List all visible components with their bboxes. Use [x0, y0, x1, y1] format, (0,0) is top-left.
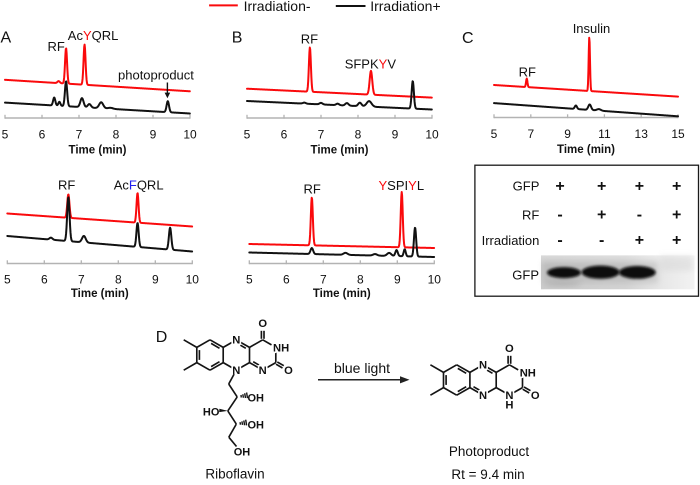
- svg-text:Time (min): Time (min): [311, 145, 369, 157]
- svg-text:7: 7: [320, 273, 327, 287]
- svg-text:photoproduct: photoproduct: [118, 68, 194, 83]
- svg-text:N: N: [259, 365, 267, 377]
- svg-text:8: 8: [355, 128, 362, 142]
- svg-text:N: N: [479, 390, 487, 402]
- svg-text:Irradiation: Irradiation: [482, 233, 540, 248]
- svg-text:6: 6: [283, 273, 290, 287]
- svg-text:5: 5: [2, 128, 9, 142]
- svg-text:-: -: [557, 232, 562, 249]
- svg-text:O: O: [505, 343, 514, 355]
- svg-text:13: 13: [635, 127, 649, 141]
- svg-text:YSPIYL: YSPIYL: [379, 178, 425, 193]
- svg-text:RF: RF: [304, 182, 321, 197]
- svg-text:+: +: [555, 178, 564, 195]
- svg-text:+: +: [672, 232, 681, 249]
- svg-text:+: +: [635, 232, 644, 249]
- svg-text:SFPKYV: SFPKYV: [345, 56, 397, 71]
- svg-text:OH: OH: [248, 420, 265, 432]
- svg-text:GFP: GFP: [512, 267, 539, 282]
- svg-text:C: C: [462, 30, 474, 47]
- svg-text:8: 8: [357, 273, 364, 287]
- svg-text:NH: NH: [520, 367, 536, 379]
- svg-text:O: O: [531, 390, 540, 402]
- svg-text:-: -: [637, 206, 642, 223]
- svg-text:9: 9: [152, 273, 159, 287]
- svg-text:GFP: GFP: [513, 179, 540, 194]
- svg-text:Time (min): Time (min): [69, 145, 127, 157]
- svg-text:O: O: [284, 365, 293, 377]
- svg-text:+: +: [597, 178, 606, 195]
- svg-text:6: 6: [39, 128, 46, 142]
- svg-text:9: 9: [150, 128, 157, 142]
- svg-text:+: +: [672, 178, 681, 195]
- svg-text:Time (min): Time (min): [557, 144, 615, 156]
- svg-text:Rt = 9.4 min: Rt = 9.4 min: [451, 467, 524, 480]
- svg-text:9: 9: [394, 273, 401, 287]
- svg-text:OH: OH: [234, 447, 251, 459]
- svg-text:O: O: [258, 318, 267, 330]
- svg-text:RF: RF: [522, 207, 539, 222]
- svg-text:N: N: [479, 360, 487, 372]
- svg-text:blue light: blue light: [334, 360, 390, 376]
- svg-text:5: 5: [246, 273, 253, 287]
- svg-text:9: 9: [564, 127, 571, 141]
- svg-text:5: 5: [4, 273, 11, 287]
- svg-text:10: 10: [186, 273, 200, 287]
- svg-text:HO: HO: [203, 407, 220, 419]
- svg-text:11: 11: [598, 127, 611, 141]
- svg-text:-: -: [557, 206, 562, 223]
- svg-text:Time (min): Time (min): [71, 288, 129, 300]
- svg-text:7: 7: [76, 128, 83, 142]
- svg-text:RF: RF: [301, 31, 318, 46]
- svg-text:7: 7: [78, 273, 85, 287]
- svg-text:Riboflavin: Riboflavin: [205, 467, 264, 481]
- svg-text:10: 10: [183, 128, 197, 142]
- svg-text:7: 7: [527, 127, 534, 141]
- svg-text:5: 5: [491, 127, 498, 141]
- svg-text:6: 6: [281, 128, 288, 142]
- svg-text:5: 5: [244, 128, 251, 142]
- svg-text:+: +: [635, 178, 644, 195]
- svg-text:AcFQRL: AcFQRL: [114, 178, 164, 193]
- svg-text:10: 10: [428, 273, 442, 287]
- svg-text:Irradiation+: Irradiation+: [370, 0, 440, 14]
- svg-text:+: +: [597, 206, 606, 223]
- svg-text:RF: RF: [48, 39, 65, 54]
- svg-text:10: 10: [425, 128, 439, 142]
- svg-text:RF: RF: [58, 178, 75, 193]
- svg-text:Photoproduct: Photoproduct: [449, 444, 530, 459]
- svg-text:Irradiation-: Irradiation-: [244, 0, 311, 14]
- svg-text:OH: OH: [248, 393, 265, 405]
- svg-text:H: H: [505, 400, 513, 412]
- svg-text:D: D: [156, 329, 168, 346]
- svg-text:N: N: [232, 335, 240, 347]
- svg-text:B: B: [232, 30, 243, 47]
- svg-text:9: 9: [392, 128, 399, 142]
- svg-text:8: 8: [115, 273, 122, 287]
- svg-text:NH: NH: [273, 342, 289, 354]
- svg-text:8: 8: [113, 128, 120, 142]
- svg-text:+: +: [672, 206, 681, 223]
- svg-text:Insulin: Insulin: [573, 21, 611, 36]
- svg-text:-: -: [599, 232, 604, 249]
- svg-text:RF: RF: [519, 64, 536, 79]
- svg-text:Time (min): Time (min): [313, 288, 371, 300]
- svg-text:AcYQRL: AcYQRL: [68, 28, 119, 43]
- svg-text:15: 15: [671, 127, 685, 141]
- svg-text:A: A: [1, 30, 12, 47]
- svg-text:6: 6: [41, 273, 48, 287]
- svg-text:7: 7: [318, 128, 325, 142]
